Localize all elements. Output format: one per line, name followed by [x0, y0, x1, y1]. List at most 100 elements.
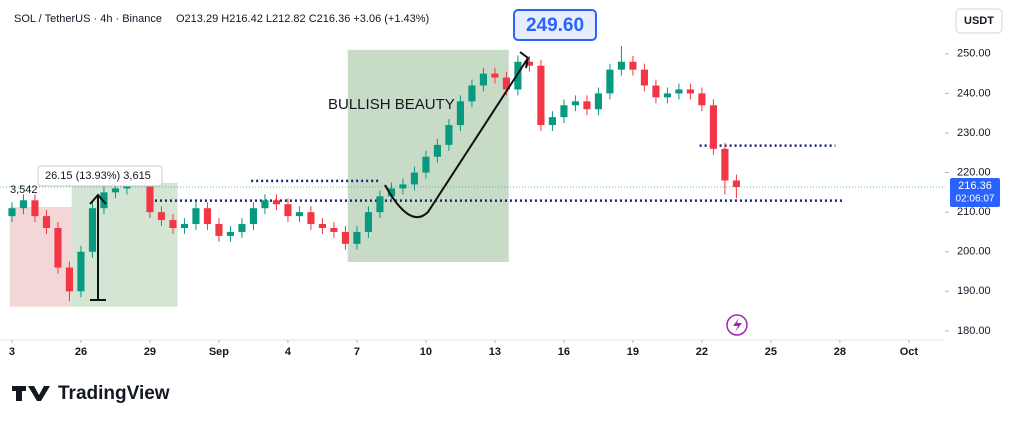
- candle-body: [88, 208, 97, 252]
- candle-body: [721, 148, 729, 181]
- candle-body: [525, 61, 533, 66]
- candle-body: [514, 61, 522, 90]
- candle-body: [445, 125, 453, 145]
- x-tick-label: Sep: [209, 346, 229, 358]
- candle-body: [387, 188, 395, 197]
- candle-body: [364, 212, 372, 232]
- candle-body: [376, 196, 384, 213]
- y-tick-label: 200.00: [957, 246, 991, 258]
- y-tick-label: 220.00: [957, 166, 991, 178]
- measure-label: 26.15 (13.93%) 3,615: [45, 170, 151, 182]
- brand: TradingView: [58, 383, 170, 404]
- candle-body: [77, 251, 85, 292]
- candle-body: [146, 180, 154, 213]
- candle-body: [65, 267, 74, 292]
- y-tick-label: 190.00: [957, 285, 991, 297]
- candle-body: [215, 224, 223, 236]
- candle-body: [548, 117, 556, 126]
- x-tick-label: Oct: [900, 346, 919, 358]
- candle-body: [31, 200, 39, 217]
- candle-body: [422, 156, 430, 173]
- event-bolt: [733, 318, 742, 332]
- candle-body: [652, 85, 660, 98]
- x-tick-label: 16: [558, 346, 570, 358]
- y-tick-label: 230.00: [957, 127, 991, 139]
- candle-body: [502, 77, 510, 90]
- candle-body: [180, 224, 189, 228]
- candle-body: [295, 212, 304, 217]
- candle-body: [732, 180, 740, 187]
- candle-body: [169, 220, 177, 228]
- x-tick-label: 28: [834, 346, 846, 358]
- candle-body: [54, 227, 62, 268]
- candle-body: [571, 101, 579, 106]
- candle-body: [606, 69, 614, 94]
- peak-label: 249.60: [526, 15, 584, 36]
- x-tick-label: 4: [285, 346, 292, 358]
- zone: [9, 207, 72, 307]
- peak-box: [513, 9, 597, 41]
- candle-body: [479, 73, 487, 86]
- y-tick-label: 250.00: [957, 48, 991, 60]
- candle-body: [686, 89, 694, 94]
- logo-mark: [12, 386, 50, 401]
- candle-body: [307, 212, 315, 225]
- trend-arrow: [384, 57, 529, 218]
- candle-body: [111, 188, 120, 193]
- candle-body: [594, 93, 602, 110]
- candle-body: [8, 208, 16, 217]
- candle-body: [491, 73, 499, 78]
- last-price-box: [950, 177, 1000, 207]
- x-tick-label: 10: [420, 346, 432, 358]
- candle-body: [468, 85, 476, 102]
- x-tick-label: 13: [489, 346, 501, 358]
- ohlc: O213.29 H216.42 L212.82 C216.36 +3.06 (+…: [176, 13, 429, 25]
- x-tick-label: 26: [75, 346, 87, 358]
- headline: BULLISH BEAUTY: [328, 96, 455, 113]
- candle-body: [192, 208, 200, 225]
- x-tick-label: 7: [354, 346, 360, 358]
- countdown: 02:06:07: [956, 194, 995, 205]
- candle-body: [19, 200, 28, 209]
- candle-body: [42, 216, 51, 228]
- measure-ends: [89, 193, 107, 301]
- currency-box[interactable]: [955, 8, 1003, 34]
- currency: USDT: [964, 15, 994, 27]
- candle-body: [272, 200, 281, 205]
- candle-body: [537, 65, 545, 126]
- x-tick-label: 25: [765, 346, 777, 358]
- candle-body: [353, 231, 361, 244]
- candle-body: [157, 212, 166, 221]
- x-tick-label: 19: [627, 346, 639, 358]
- candle-body: [399, 184, 407, 189]
- measure-box: [37, 165, 163, 187]
- candle-body: [640, 69, 648, 86]
- candle-body: [341, 231, 349, 244]
- candle-body: [226, 231, 235, 236]
- candle-body: [709, 105, 717, 149]
- candle-body: [433, 144, 441, 157]
- candle-body: [284, 204, 292, 217]
- candle-body: [698, 93, 706, 106]
- candle-body: [318, 224, 327, 228]
- y-tick-label: 210.00: [957, 206, 991, 218]
- candle-body: [629, 61, 637, 70]
- left-price: 3,542: [10, 184, 38, 196]
- candle-body: [238, 224, 246, 232]
- candle-body: [410, 172, 418, 185]
- symbol: SOL / TetherUS · 4h · Binance: [14, 13, 162, 25]
- candle-body: [617, 61, 625, 70]
- y-tick-label: 240.00: [957, 87, 991, 99]
- candle-body: [663, 93, 671, 98]
- candle-body: [261, 200, 269, 209]
- last-price-label: 216.36: [958, 180, 992, 192]
- x-tick-label: 3: [9, 346, 15, 358]
- candle-body: [330, 227, 338, 232]
- candle-body: [456, 101, 464, 126]
- candle-body: [560, 105, 568, 118]
- candle-body: [583, 101, 591, 110]
- x-tick-label: 22: [696, 346, 708, 358]
- y-tick-label: 180.00: [957, 325, 991, 337]
- arrow-head: [519, 51, 530, 69]
